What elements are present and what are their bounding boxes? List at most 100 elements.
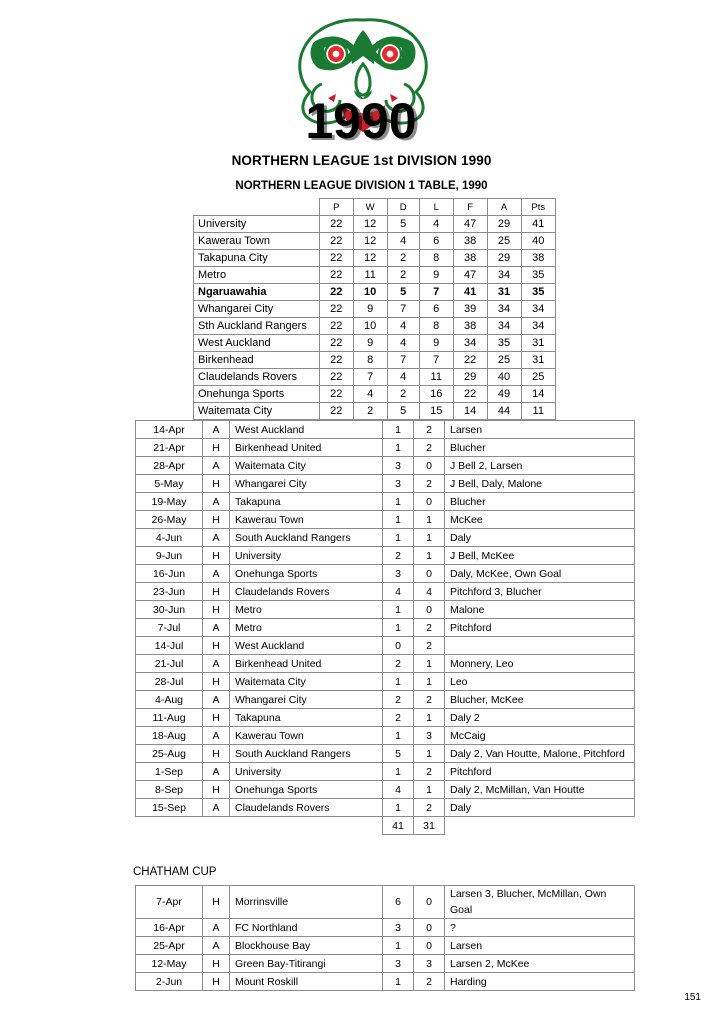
cell-goalscorers: Pitchford <box>444 618 635 637</box>
cell-opponent: Metro <box>229 600 383 619</box>
cell-opponent: Whangarei City <box>229 690 383 709</box>
cell-opponent: South Auckland Rangers <box>229 528 383 547</box>
cell-goalscorers: McKee <box>444 510 635 529</box>
mask-graphic <box>298 18 428 132</box>
cell-home-away: H <box>202 636 230 655</box>
cell-goals-against: 1 <box>413 708 445 727</box>
cell-team: Takapuna City <box>193 249 320 267</box>
cell-goals-for: 3 <box>382 954 414 973</box>
cell-opponent: Birkenhead United <box>229 438 383 457</box>
cell-goals-against: 44 <box>486 402 522 420</box>
cell-team: Metro <box>193 266 320 284</box>
cell-played: 22 <box>318 300 354 318</box>
cell-opponent: Kawerau Town <box>229 510 383 529</box>
cell-goals-against: 29 <box>486 215 522 233</box>
cell-points: 40 <box>520 232 556 250</box>
cell-match-date: 16-Apr <box>135 918 203 937</box>
cell-match-date: 12-May <box>135 954 203 973</box>
cell-goalscorers: J Bell 2, Larsen <box>444 456 635 475</box>
cell-match-date: 14-Jul <box>135 636 203 655</box>
cell-goals-for: 39 <box>452 300 488 318</box>
cell-home-away: A <box>202 762 230 781</box>
cell-goalscorers: Pitchford 3, Blucher <box>444 582 635 601</box>
cell-goals-for: 1 <box>382 936 414 955</box>
column-header-l: L <box>418 198 454 216</box>
cell-team: Waitemata City <box>193 402 320 420</box>
cell-home-away: H <box>202 744 230 763</box>
cell-lost: 8 <box>418 317 454 335</box>
cell-goals-for: 1 <box>382 798 414 817</box>
cell-goals-for: 4 <box>382 582 414 601</box>
cell-goals-against: 1 <box>413 744 445 763</box>
totals-spacer-date <box>136 817 203 835</box>
league-result-row: 8-Sep H Onehunga Sports 4 1 Daly 2, McMillan,… <box>135 780 635 799</box>
cell-goalscorers: Daly <box>444 798 635 817</box>
cell-goals-for: 1 <box>382 618 414 637</box>
cell-goals-against: 31 <box>486 283 522 301</box>
cell-won: 10 <box>352 317 388 335</box>
league-result-row: 21-Jul A Birkenhead United 2 1 Monnery, Leo <box>135 654 635 673</box>
cell-home-away: H <box>202 972 230 991</box>
column-header-p: P <box>318 198 354 216</box>
cell-opponent: Onehunga Sports <box>229 780 383 799</box>
cell-drawn: 4 <box>386 317 420 335</box>
cell-goals-for: 1 <box>382 726 414 745</box>
cell-points: 25 <box>520 368 556 386</box>
cell-match-date: 18-Aug <box>135 726 203 745</box>
league-result-row: 4-Aug A Whangarei City 2 2 Blucher, McKee <box>135 690 635 709</box>
league-result-row: 21-Apr H Birkenhead United 1 2 Blucher <box>135 438 635 457</box>
cell-opponent: Takapuna <box>229 492 383 511</box>
column-header-f: F <box>452 198 488 216</box>
cell-goals-against: 0 <box>413 600 445 619</box>
cell-match-date: 7-Jul <box>135 618 203 637</box>
cell-home-away: H <box>202 546 230 565</box>
cell-goals-against: 49 <box>486 385 522 403</box>
cell-match-date: 1-Sep <box>135 762 203 781</box>
league-table-row: Metro 22 11 2 9 47 34 35 <box>193 266 556 284</box>
cell-goals-for: 6 <box>382 885 414 919</box>
cell-goals-for: 22 <box>452 385 488 403</box>
cell-drawn: 4 <box>386 368 420 386</box>
cell-match-date: 25-Apr <box>135 936 203 955</box>
cell-match-date: 8-Sep <box>135 780 203 799</box>
cell-goals-for: 34 <box>452 334 488 352</box>
cell-match-date: 21-Jul <box>135 654 203 673</box>
logo-year-shadow: 1990 <box>308 95 419 148</box>
league-result-row: 1-Sep A University 1 2 Pitchford <box>135 762 635 781</box>
cell-goals-against: 34 <box>486 317 522 335</box>
cell-goals-against: 0 <box>413 564 445 583</box>
cell-goalscorers: McCaig <box>444 726 635 745</box>
cell-goals-against: 34 <box>486 266 522 284</box>
cell-opponent: Waitemata City <box>229 672 383 691</box>
cell-goalscorers: Blucher <box>444 492 635 511</box>
cell-match-date: 30-Jun <box>135 600 203 619</box>
cell-won: 7 <box>352 368 388 386</box>
cell-goalscorers: Daly 2, Van Houtte, Malone, Pitchford <box>444 744 635 763</box>
cell-team: Sth Auckland Rangers <box>193 317 320 335</box>
cup-result-row: 2-Jun H Mount Roskill 1 2 Harding <box>135 972 635 991</box>
cell-goals-for: 4 <box>382 780 414 799</box>
cell-drawn: 2 <box>386 266 420 284</box>
cell-home-away: A <box>202 798 230 817</box>
league-result-row: 28-Apr A Waitemata City 3 0 J Bell 2, Larsen <box>135 456 635 475</box>
club-logo: 1990 1990 <box>288 12 438 148</box>
league-result-row: 9-Jun H University 2 1 J Bell, McKee <box>135 546 635 565</box>
cell-drawn: 5 <box>386 283 420 301</box>
cell-opponent: Takapuna <box>229 708 383 727</box>
cell-goals-for: 1 <box>382 528 414 547</box>
cell-played: 22 <box>318 215 354 233</box>
cell-goals-for: 3 <box>382 564 414 583</box>
cell-lost: 7 <box>418 351 454 369</box>
cell-lost: 4 <box>418 215 454 233</box>
cell-goals-against: 1 <box>413 546 445 565</box>
cell-goalscorers: Harding <box>444 972 635 991</box>
cell-goals-against: 40 <box>486 368 522 386</box>
cell-goalscorers: Daly 2, McMillan, Van Houtte <box>444 780 635 799</box>
cell-opponent: Mount Roskill <box>229 972 383 991</box>
cell-goals-for: 29 <box>452 368 488 386</box>
cell-team: Whangarei City <box>193 300 320 318</box>
cell-goals-against: 1 <box>413 654 445 673</box>
cell-opponent: University <box>229 762 383 781</box>
cell-points: 35 <box>520 283 556 301</box>
league-results-table: 14-Apr A West Auckland 1 2 Larsen 21-Apr H Birke… <box>135 420 635 835</box>
